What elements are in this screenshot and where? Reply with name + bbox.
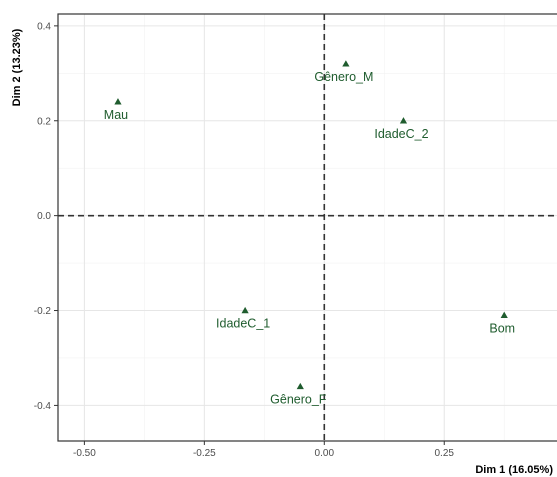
grid-major [58, 14, 557, 441]
data-point-label: Bom [489, 321, 515, 335]
y-axis-ticks: -0.4 -0.2 0.0 0.2 0.4 [34, 21, 58, 412]
y-tick-label: 0.2 [37, 116, 51, 127]
y-tick-label: 0.0 [37, 211, 51, 222]
data-point-label: Gênero_M [314, 70, 373, 84]
x-tick-label: 0.25 [435, 448, 455, 459]
y-axis-title: Dim 2 (13.23%) [11, 28, 23, 106]
data-points: Mau Gênero_M IdadeC_2 IdadeC_1 Bom Gênero_F [104, 60, 515, 406]
data-point-marker [500, 311, 508, 318]
grid-minor [58, 14, 557, 441]
x-tick-label: -0.50 [73, 448, 96, 459]
data-point-label: Gênero_F [270, 392, 327, 406]
data-point-label: IdadeC_2 [374, 127, 428, 141]
x-tick-label: 0.00 [315, 448, 335, 459]
panel-border [57, 13, 557, 442]
data-point-marker [296, 382, 304, 390]
reference-lines [58, 14, 557, 441]
data-point-marker [114, 98, 122, 105]
y-tick-label: -0.4 [34, 401, 52, 412]
x-tick-label: -0.25 [193, 448, 216, 459]
y-tick-label: 0.4 [37, 21, 51, 32]
data-point-marker [399, 117, 408, 124]
x-axis-ticks: -0.50 -0.25 0.00 0.25 [73, 441, 454, 459]
data-point-marker [342, 60, 350, 67]
x-axis-title: Dim 1 (16.05%) [475, 464, 553, 476]
data-point-marker [241, 306, 249, 314]
data-point-label: Mau [104, 108, 128, 122]
data-point-label: IdadeC_1 [216, 317, 270, 331]
y-tick-label: -0.2 [34, 306, 52, 317]
